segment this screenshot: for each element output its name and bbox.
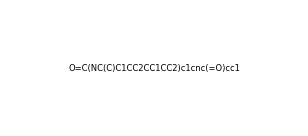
Text: O=C(NC(C)C1CC2CC1CC2)c1cnc(=O)cc1: O=C(NC(C)C1CC2CC1CC2)c1cnc(=O)cc1 xyxy=(68,64,240,72)
